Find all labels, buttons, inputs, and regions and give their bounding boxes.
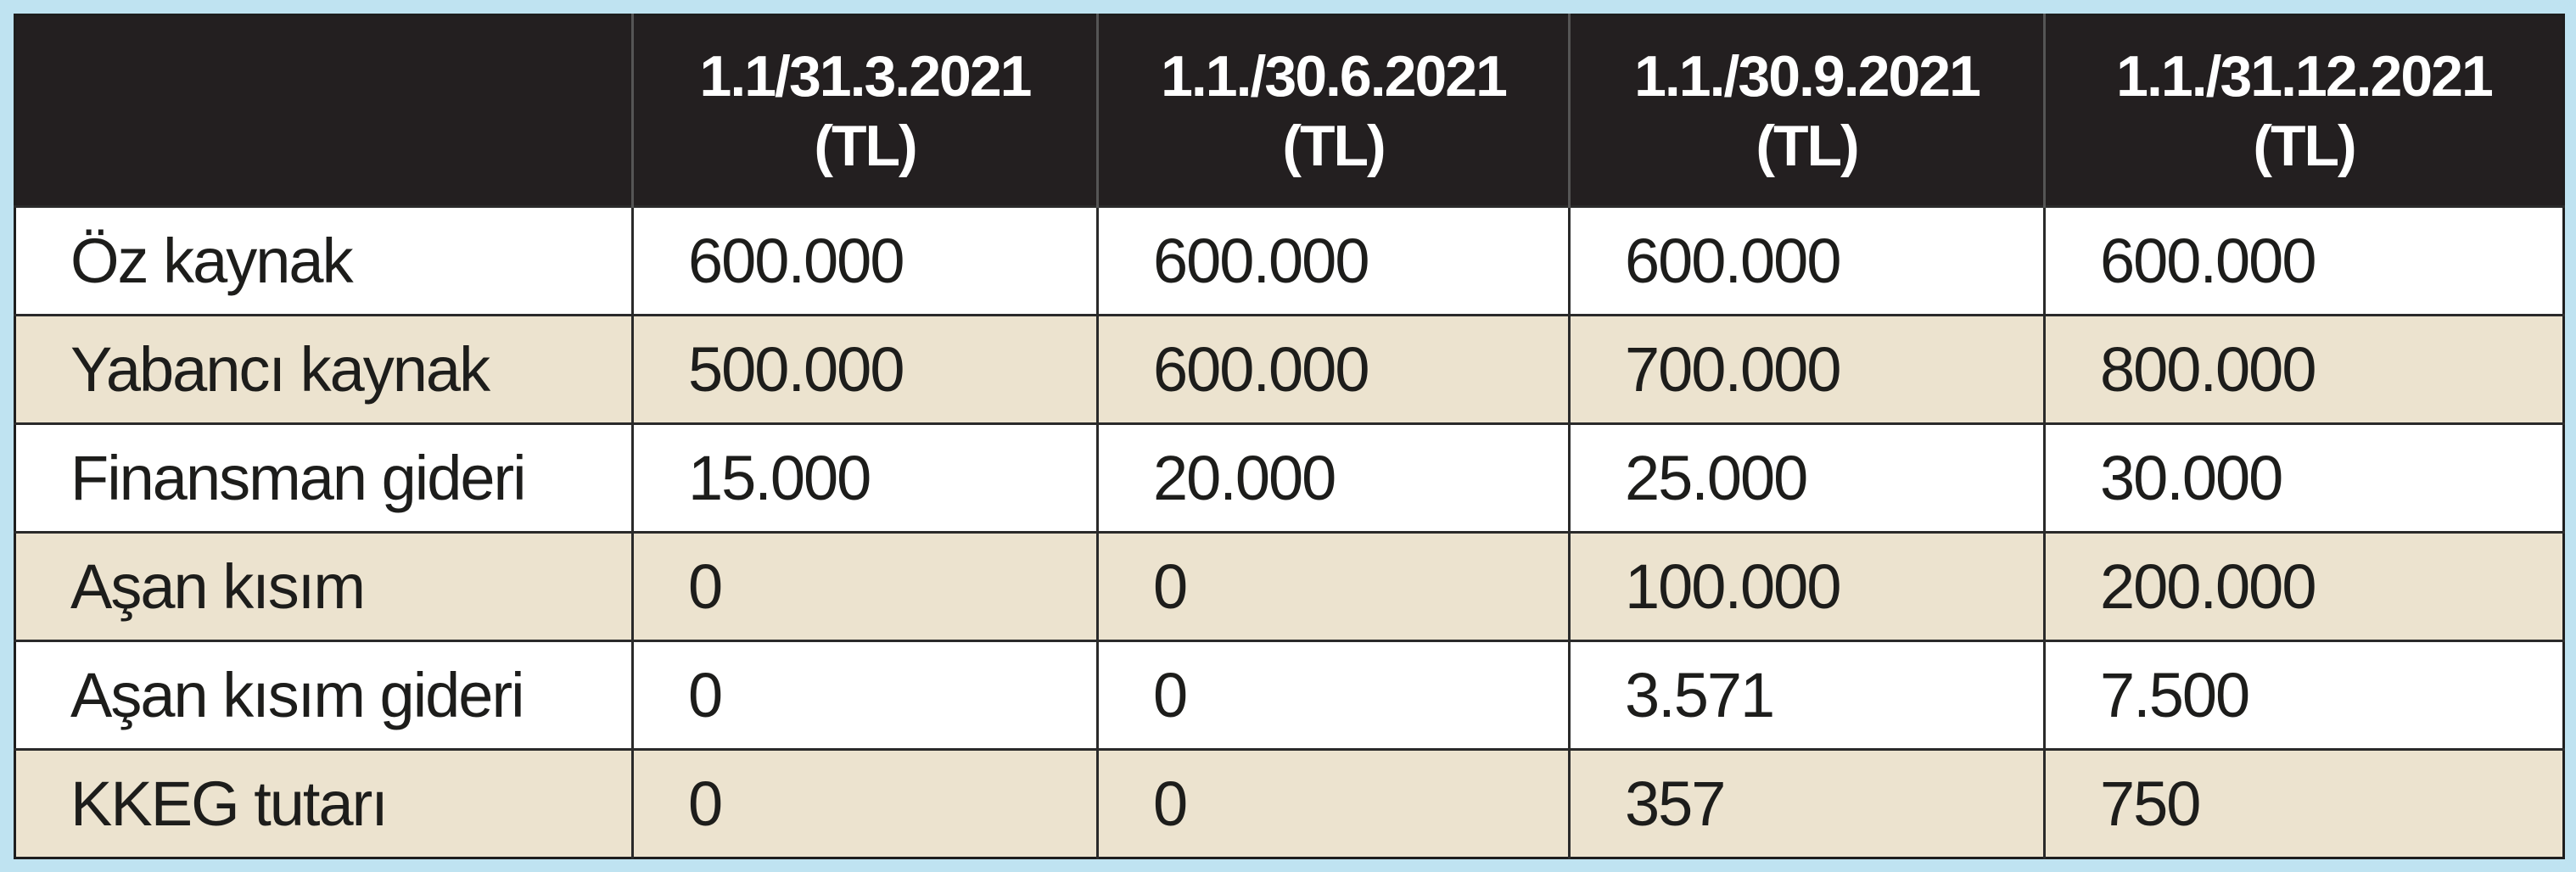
cell-value: 600.000	[1096, 314, 1570, 424]
cell-value: 0	[631, 748, 1098, 858]
row-label: KKEG tutarı	[14, 748, 633, 858]
table-row: KKEG tutarı 0 0 357 750	[14, 748, 2564, 858]
table-row: Aşan kısım gideri 0 0 3.571 7.500	[14, 640, 2564, 750]
table-row: Yabancı kaynak 500.000 600.000 700.000 8…	[14, 314, 2564, 424]
cell-value: 0	[1096, 748, 1570, 858]
cell-value: 3.571	[1568, 640, 2045, 750]
cell-value: 20.000	[1096, 422, 1570, 533]
table-row: Öz kaynak 600.000 600.000 600.000 600.00…	[14, 205, 2564, 316]
table-header: 1.1/31.3.2021 (TL) 1.1./30.6.2021 (TL) 1…	[14, 14, 2564, 207]
header-unit: (TL)	[1282, 113, 1386, 178]
cell-value: 100.000	[1568, 531, 2045, 641]
cell-value: 600.000	[1096, 205, 1570, 316]
row-label: Aşan kısım gideri	[14, 640, 633, 750]
cell-value: 25.000	[1568, 422, 2045, 533]
cell-value: 200.000	[2043, 531, 2564, 641]
header-row: 1.1/31.3.2021 (TL) 1.1./30.6.2021 (TL) 1…	[14, 14, 2564, 207]
header-period: 1.1./31.12.2021	[2116, 43, 2494, 109]
header-unit: (TL)	[1756, 113, 1859, 178]
cell-value: 7.500	[2043, 640, 2564, 750]
cell-value: 750	[2043, 748, 2564, 858]
header-cell-q4: 1.1./31.12.2021 (TL)	[2043, 14, 2564, 207]
cell-value: 357	[1568, 748, 2045, 858]
cell-value: 600.000	[2043, 205, 2564, 316]
header-cell-q2: 1.1./30.6.2021 (TL)	[1096, 14, 1570, 207]
header-unit: (TL)	[814, 113, 917, 178]
row-label: Yabancı kaynak	[14, 314, 633, 424]
cell-value: 800.000	[2043, 314, 2564, 424]
header-unit: (TL)	[2253, 113, 2356, 178]
table-row: Finansman gideri 15.000 20.000 25.000 30…	[14, 422, 2564, 533]
cell-value: 600.000	[1568, 205, 2045, 316]
row-label: Öz kaynak	[14, 205, 633, 316]
table-body: Öz kaynak 600.000 600.000 600.000 600.00…	[14, 205, 2564, 858]
cell-value: 500.000	[631, 314, 1098, 424]
header-period: 1.1/31.3.2021	[699, 43, 1033, 109]
cell-value: 0	[1096, 640, 1570, 750]
table-row: Aşan kısım 0 0 100.000 200.000	[14, 531, 2564, 641]
header-cell-q1: 1.1/31.3.2021 (TL)	[631, 14, 1098, 207]
header-period: 1.1./30.6.2021	[1161, 43, 1508, 109]
cell-value: 700.000	[1568, 314, 2045, 424]
financial-table: 1.1/31.3.2021 (TL) 1.1./30.6.2021 (TL) 1…	[14, 14, 2565, 859]
header-cell-empty	[14, 14, 633, 207]
header-cell-q3: 1.1./30.9.2021 (TL)	[1568, 14, 2045, 207]
cell-value: 30.000	[2043, 422, 2564, 533]
cell-value: 0	[631, 640, 1098, 750]
cell-value: 0	[631, 531, 1098, 641]
cell-value: 0	[1096, 531, 1570, 641]
cell-value: 600.000	[631, 205, 1098, 316]
row-label: Aşan kısım	[14, 531, 633, 641]
header-period: 1.1./30.9.2021	[1634, 43, 1981, 109]
cell-value: 15.000	[631, 422, 1098, 533]
row-label: Finansman gideri	[14, 422, 633, 533]
